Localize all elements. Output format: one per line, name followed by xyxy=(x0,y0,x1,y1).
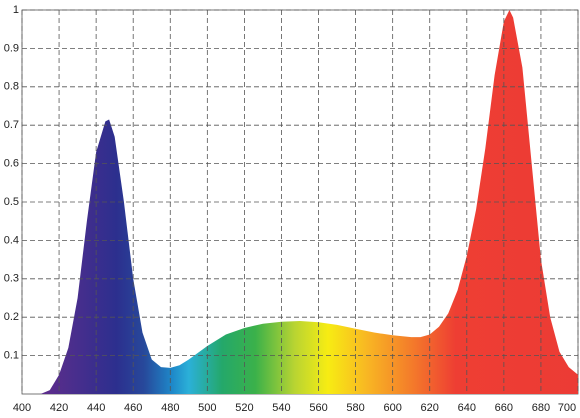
x-tick-label: 440 xyxy=(87,402,105,414)
x-tick-label: 540 xyxy=(272,402,290,414)
y-tick-label: 0.8 xyxy=(4,81,19,93)
x-tick-label: 640 xyxy=(458,402,476,414)
y-tick-label: 0.1 xyxy=(4,350,19,362)
x-tick-label: 480 xyxy=(161,402,179,414)
x-tick-label: 600 xyxy=(383,402,401,414)
y-tick-label: 0.6 xyxy=(4,158,19,170)
x-tick-label: 460 xyxy=(124,402,142,414)
y-tick-label: 0.5 xyxy=(4,196,19,208)
x-tick-label: 680 xyxy=(532,402,550,414)
x-tick-label: 560 xyxy=(309,402,327,414)
y-tick-label: 0.2 xyxy=(4,311,19,323)
y-tick-label: 1 xyxy=(13,4,19,16)
x-tick-label: 580 xyxy=(346,402,364,414)
x-tick-label: 400 xyxy=(13,402,31,414)
x-tick-label: 420 xyxy=(50,402,68,414)
x-tick-label: 660 xyxy=(495,402,513,414)
x-tick-label: 520 xyxy=(235,402,253,414)
y-tick-label: 0.3 xyxy=(4,273,19,285)
x-tick-label: 620 xyxy=(421,402,439,414)
x-tick-label: 700 xyxy=(558,402,576,414)
y-tick-label: 0.4 xyxy=(4,234,19,246)
y-tick-label: 0.9 xyxy=(4,42,19,54)
y-tick-label: 0.7 xyxy=(4,119,19,131)
x-tick-label: 500 xyxy=(198,402,216,414)
